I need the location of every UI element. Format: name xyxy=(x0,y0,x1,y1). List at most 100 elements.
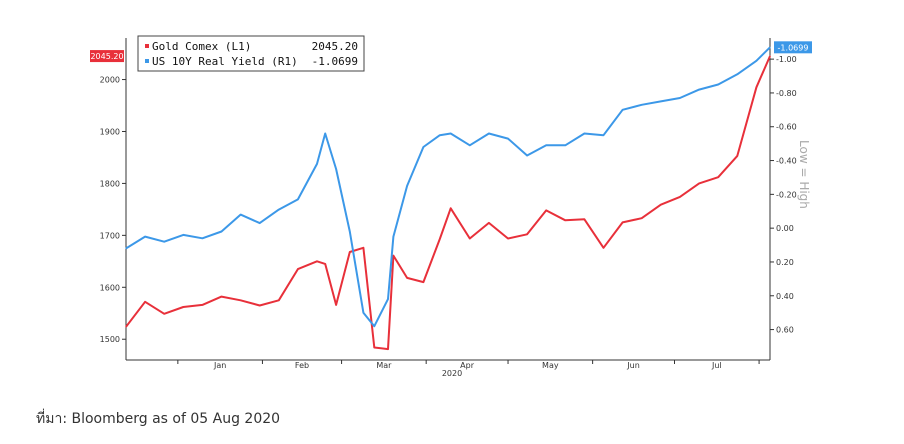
gold-price-point xyxy=(373,346,375,349)
legend-value-gold: 2045.20 xyxy=(312,40,358,53)
real-yield-point xyxy=(717,83,719,86)
series-lines xyxy=(125,46,771,351)
gold-price-point xyxy=(545,209,547,211)
gold-price-point xyxy=(602,247,605,249)
real-yield-point xyxy=(373,325,375,327)
real-yield-point xyxy=(163,241,165,243)
gold-price-point xyxy=(769,55,771,57)
right-tick-label: 0.60 xyxy=(776,326,794,335)
gold-price-point xyxy=(392,255,394,257)
gold-price-point xyxy=(163,313,165,315)
right-tick-label: -0.40 xyxy=(776,157,797,166)
source-note: ที่มา: Bloomberg as of 05 Aug 2020 xyxy=(36,411,281,427)
real-yield-point xyxy=(679,97,681,99)
real-yield-point xyxy=(450,132,452,135)
real-yield-point xyxy=(259,222,261,224)
gold-price-point xyxy=(507,237,509,240)
legend-swatch-yield xyxy=(145,59,149,63)
gold-price-point xyxy=(324,263,326,265)
gold-last-value-text: 2045.20 xyxy=(90,52,123,61)
x-axis-ticks: Jan Feb Mar Apr May Jun Jul xyxy=(177,360,760,370)
plot-area: Low = High 2020 xyxy=(125,38,811,378)
right-tick-label: -0.80 xyxy=(776,89,797,98)
gold-price-point xyxy=(439,238,441,240)
legend: Gold Comex (L1) 2045.20 US 10Y Real Yiel… xyxy=(137,35,365,72)
gold-price-point xyxy=(144,301,146,303)
real-yield-point xyxy=(422,146,424,148)
real-yield-point xyxy=(698,89,700,91)
real-yield-point xyxy=(622,109,624,111)
left-axis-ticks: 1500 1600 1700 1800 1900 2000 xyxy=(100,76,126,344)
gold-price-point xyxy=(698,182,700,184)
real-yield-point xyxy=(602,134,605,136)
gold-price-point xyxy=(362,247,364,249)
gold-price-point xyxy=(125,326,127,328)
gold-price-point xyxy=(660,204,662,206)
left-tick-label: 1900 xyxy=(100,127,120,136)
legend-swatch-gold xyxy=(145,44,149,48)
right-axis-side-label: Low = High xyxy=(797,140,811,209)
real-yield-point xyxy=(201,237,203,239)
real-yield-point xyxy=(316,163,318,165)
legend-box xyxy=(137,35,365,72)
real-yield-point xyxy=(387,298,389,300)
yield-last-value-badge xyxy=(774,41,812,54)
legend-label-gold: Gold Comex (L1) xyxy=(152,40,251,53)
x-tick-label: Apr xyxy=(460,361,475,370)
yield-last-value-text: -1.0699 xyxy=(778,43,809,52)
legend-label-yield: US 10Y Real Yield (R1) xyxy=(152,55,298,68)
real-yield-point xyxy=(488,132,490,135)
real-yield-point xyxy=(736,73,738,75)
right-tick-label: 0.00 xyxy=(776,224,794,233)
gold-price-point xyxy=(201,304,203,306)
right-axis-ticks: -1.00 -0.80 -0.60 -0.40 -0.20 0.00 0.20 0.40 0.6… xyxy=(770,55,797,335)
real-yield-point xyxy=(324,132,326,135)
real-yield-point xyxy=(769,46,771,48)
real-yield-point xyxy=(349,230,351,233)
gold-price-point xyxy=(335,304,337,306)
gold-price-point xyxy=(641,217,643,219)
gold-price-point xyxy=(220,296,223,298)
x-tick-label: Jan xyxy=(213,361,226,370)
gold-price-point xyxy=(278,299,280,301)
gold-price-point xyxy=(469,237,471,240)
gold-price-point xyxy=(679,196,681,198)
gold-price-point xyxy=(297,268,299,270)
real-yield-point xyxy=(545,144,547,146)
real-yield-point xyxy=(278,209,280,211)
gold-price-point xyxy=(488,222,490,224)
real-yield-point xyxy=(406,185,408,187)
left-tick-label: 2000 xyxy=(100,76,120,85)
real-yield-point xyxy=(182,234,184,236)
real-yield-point xyxy=(439,134,441,136)
gold-price-point xyxy=(564,219,566,221)
x-tick-label: Mar xyxy=(376,361,392,370)
real-yield-point xyxy=(755,60,758,62)
left-tick-label: 1700 xyxy=(100,231,120,240)
right-tick-label: -0.20 xyxy=(776,190,797,199)
gold-price-point xyxy=(736,155,738,157)
real-yield-point xyxy=(526,154,528,157)
left-tick-label: 1600 xyxy=(100,283,120,292)
real-yield-point xyxy=(125,247,127,249)
right-tick-label: -1.00 xyxy=(776,55,797,64)
real-yield-point xyxy=(297,198,299,200)
legend-value-yield: -1.0699 xyxy=(312,55,358,68)
gold-price-point xyxy=(240,299,242,301)
x-tick-label: May xyxy=(542,361,559,370)
gold-price-point xyxy=(622,221,624,223)
gold-price-point xyxy=(755,86,758,88)
gold-price-point xyxy=(450,207,452,209)
right-tick-label: 0.40 xyxy=(776,292,794,301)
x-tick-label: Jun xyxy=(626,361,640,370)
gold-price-point xyxy=(349,251,351,253)
real-yield-point xyxy=(660,100,662,102)
real-yield-point xyxy=(362,312,364,314)
gold-last-value-badge xyxy=(90,50,124,63)
gold-price-point xyxy=(387,348,389,350)
real-yield-point xyxy=(507,138,509,140)
x-tick-label: Jul xyxy=(711,361,722,370)
left-tick-label: 1500 xyxy=(100,335,120,344)
gold-price-point xyxy=(422,281,424,283)
